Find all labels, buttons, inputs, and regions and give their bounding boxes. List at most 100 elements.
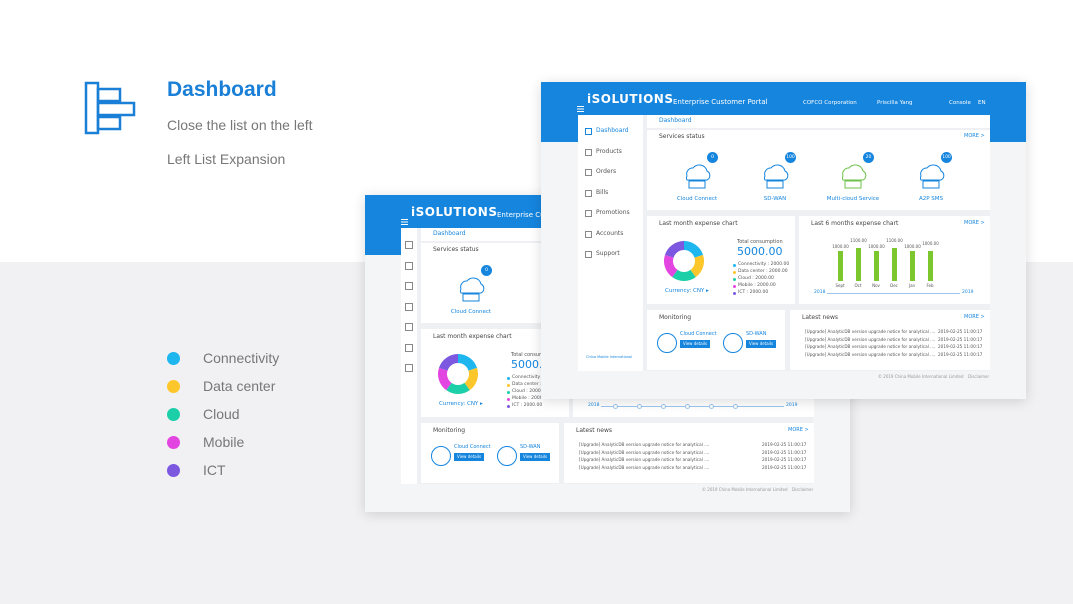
brand: iSOLUTIONS [587, 92, 674, 106]
icon-shape [841, 164, 867, 181]
menu-icon [405, 261, 413, 270]
axis-end: 2019 [962, 290, 974, 295]
news-text: [Upgrade] AnalyticDB version upgrade not… [805, 344, 936, 349]
menu-item: Support [596, 250, 620, 257]
card-title: Last month expense chart [659, 220, 738, 227]
service-icon [455, 275, 487, 303]
menu-item: Dashboard [596, 127, 629, 134]
portal-name: Enterprise Customer Portal [673, 98, 768, 106]
sidebar [401, 228, 417, 484]
news-time: 2019-02-25 11:00:17 [938, 329, 983, 334]
card-title: Last 6 months expense chart [811, 220, 899, 227]
card-title: Services status [433, 246, 479, 253]
legend-label: ICT [203, 462, 226, 478]
menu-icon [585, 210, 592, 217]
view-button[interactable]: View details [520, 453, 550, 461]
news-time: 2019-02-25 11:00:17 [762, 464, 807, 470]
intro-line: Left List Expansion [167, 151, 286, 167]
month-label: Nov [872, 283, 880, 288]
legend-dot [507, 398, 510, 401]
axis-dot [637, 404, 642, 409]
donut-slice [684, 241, 704, 258]
currency: Currency: CNY ▸ [439, 401, 483, 407]
bar-label: 1000.00 [904, 244, 921, 249]
legend-label: Connectivity [203, 350, 280, 366]
axis-start: 2018 [588, 403, 600, 408]
bar [910, 251, 915, 281]
currency: Currency: CNY ▸ [665, 288, 709, 294]
service-icon [837, 162, 869, 190]
donut-legend: ICT : 2000.00 [512, 402, 543, 408]
company: COFCO Corporation [803, 100, 857, 106]
news-time: 2019-02-25 11:00:17 [762, 442, 807, 447]
bar-label: 1100.00 [850, 238, 867, 243]
bar [838, 251, 843, 281]
card-title: Latest news [802, 314, 838, 321]
more-link: MORE > [964, 314, 985, 320]
monitor-name: SD-WAN [746, 331, 767, 337]
service-icon [681, 162, 713, 190]
axis-dot [709, 404, 714, 409]
count-badge: 0 [481, 265, 492, 276]
icon-shape [844, 180, 862, 189]
menu-item: Accounts [596, 229, 624, 237]
more-link: MORE > [964, 133, 985, 139]
axis-dot [685, 404, 690, 409]
donut [664, 241, 704, 281]
menu-icon [405, 302, 413, 311]
menu-icon [405, 343, 413, 352]
news-time: 2019-02-25 11:00:17 [938, 336, 983, 342]
more-link: MORE > [964, 220, 985, 226]
card-title: Monitoring [659, 314, 692, 321]
menu-icon [585, 230, 592, 238]
donut-slice [464, 367, 478, 391]
month-label: Sept [835, 283, 845, 288]
monitor-icon [431, 446, 451, 466]
view-button[interactable]: View details [454, 453, 484, 461]
menu-icon [585, 128, 592, 135]
month-label: Feb [926, 283, 934, 288]
menu-icon [405, 364, 413, 372]
menu-icon [405, 241, 413, 249]
menu-icon-svg [577, 106, 584, 112]
donut-slice [664, 241, 684, 258]
icon-shape [688, 180, 706, 189]
bar [856, 248, 861, 281]
menu-icon [577, 97, 584, 112]
axis-dot [733, 404, 738, 409]
donut-svg [438, 354, 478, 394]
icon-shape [462, 293, 480, 302]
news-time: 2019-02-25 11:00:17 [762, 449, 807, 455]
service-name: SD-WAN [763, 196, 787, 202]
icon-shape [919, 164, 945, 181]
axis-dot [661, 404, 666, 409]
legend-dot [733, 292, 736, 295]
footer: © 2019 China Mobile International Limite… [702, 487, 788, 492]
donut-slice [438, 367, 452, 391]
service-name: A2P SMS [918, 196, 944, 202]
icon-shape [685, 164, 711, 181]
donut-legend: Connectivity : 2000.00 [512, 374, 564, 380]
news-text: [Upgrade] AnalyticDB version upgrade not… [805, 336, 936, 342]
icon-shape [459, 277, 485, 294]
donut-legend: Mobile : 2000.00 [512, 395, 550, 401]
donut-legend: Cloud : 2000.00 [512, 388, 548, 394]
view-button[interactable]: View details [680, 340, 710, 348]
news-time: 2019-02-25 11:00:17 [938, 351, 983, 357]
news-card [790, 310, 990, 370]
icon-shape [766, 180, 784, 189]
news-text: [Upgrade] AnalyticDB version upgrade not… [579, 442, 710, 447]
service-icon-svg [841, 164, 867, 189]
axis-line [601, 406, 784, 407]
menu-item: Promotions [596, 209, 630, 216]
legend-dot [167, 436, 180, 449]
service-name: Cloud Connect [676, 196, 718, 202]
month-label: Dec [890, 283, 898, 288]
legend-dot [733, 278, 736, 281]
bar [892, 248, 897, 281]
view-button[interactable]: View details [746, 340, 776, 348]
menu-icon-svg [401, 219, 408, 225]
donut-slice [664, 254, 678, 278]
legend-dot [507, 405, 510, 408]
